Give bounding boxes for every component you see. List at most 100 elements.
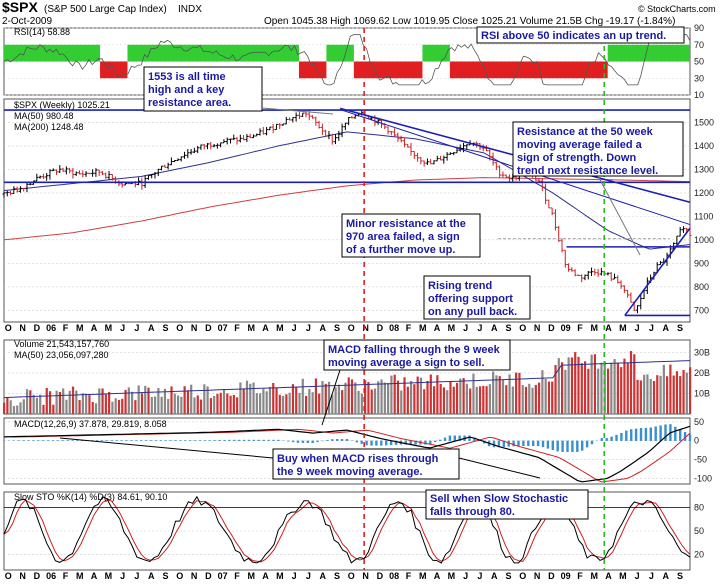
macd-histogram-bar bbox=[76, 440, 79, 441]
volume-bar bbox=[639, 380, 642, 414]
volume-bar bbox=[534, 384, 537, 414]
chart-date: 2-Oct-2009 bbox=[2, 16, 52, 27]
volume-bar bbox=[452, 386, 455, 414]
macd-histogram-bar bbox=[497, 440, 501, 448]
x-axis-label: F bbox=[577, 571, 583, 581]
macd-histogram-bar bbox=[66, 440, 69, 441]
x-axis-label: F bbox=[63, 571, 69, 581]
ma200-line bbox=[3, 177, 691, 241]
volume-bar bbox=[157, 388, 160, 414]
annotation-970-text: Minor resistance at the 970 area failed, … bbox=[346, 218, 466, 256]
annotation-macd-sell: MACD falling through the 9 week moving av… bbox=[321, 339, 511, 426]
rsi-up-band bbox=[4, 44, 101, 62]
macd-histogram-bar bbox=[100, 440, 104, 441]
volume-bar bbox=[81, 393, 84, 414]
macd-histogram-bar bbox=[507, 440, 510, 447]
volume-bar bbox=[538, 382, 541, 414]
x-axis-label: A bbox=[662, 571, 669, 581]
macd-histogram-bar bbox=[262, 439, 265, 441]
volume-bar bbox=[318, 393, 321, 414]
volume-bar bbox=[580, 363, 583, 414]
volume-bar bbox=[347, 377, 350, 414]
volume-bar bbox=[649, 379, 652, 414]
x-axis-label: S bbox=[677, 571, 683, 581]
macd-histogram-bar bbox=[512, 440, 515, 447]
macd-histogram-bar bbox=[380, 440, 383, 446]
volume-bar bbox=[360, 393, 363, 414]
volume-bar bbox=[462, 378, 465, 414]
volume-bar bbox=[35, 397, 39, 414]
volume-bar bbox=[626, 362, 629, 414]
macd-histogram-bar bbox=[56, 440, 60, 441]
volume-bar bbox=[285, 394, 288, 414]
rsi-line bbox=[3, 34, 691, 86]
volume-bar bbox=[633, 354, 636, 414]
volume-tick-label: 10B bbox=[694, 388, 710, 398]
volume-bar bbox=[564, 369, 567, 414]
x-axis-label: A bbox=[434, 323, 441, 333]
volume-tick-label: 20B bbox=[694, 368, 710, 378]
volume-bar bbox=[311, 392, 314, 414]
macd-histogram-bar bbox=[370, 440, 373, 446]
macd-histogram-bar bbox=[492, 440, 496, 448]
volume-bar bbox=[229, 395, 232, 414]
macd-histogram-bar bbox=[340, 438, 344, 441]
volume-bar bbox=[291, 384, 295, 414]
macd-histogram-bar bbox=[649, 427, 652, 441]
volume-bar bbox=[295, 386, 298, 414]
ma200-legend: MA(200) 1248.48 bbox=[14, 122, 84, 132]
macd-histogram-bar bbox=[42, 440, 45, 441]
x-axis-label: J bbox=[477, 323, 482, 333]
volume-bar bbox=[344, 382, 347, 414]
volume-bar bbox=[646, 374, 649, 414]
macd-histogram-bar bbox=[120, 440, 123, 441]
annotation-ma50-text: Resistance at the 50 week moving average … bbox=[517, 126, 658, 177]
x-axis-label: A bbox=[262, 323, 269, 333]
ma50-line bbox=[3, 131, 691, 250]
volume-bar bbox=[239, 382, 242, 414]
x-axis-label: O bbox=[5, 571, 12, 581]
x-axis-label: J bbox=[292, 323, 297, 333]
volume-bar bbox=[603, 361, 606, 414]
macd-histogram-bar bbox=[443, 437, 447, 441]
volume-bar bbox=[380, 379, 383, 414]
volume-bar bbox=[278, 394, 281, 414]
volume-bar bbox=[544, 379, 547, 414]
macd-tick-label: 50 bbox=[694, 417, 704, 427]
annotation-macd-buy-text: Buy when MACD rises through the 9 week mo… bbox=[277, 453, 439, 478]
macd-histogram-bar bbox=[144, 440, 148, 441]
volume-bar bbox=[3, 402, 6, 414]
macd-title: MACD(12,26,9) 37.878, 29.819, 8.058 bbox=[14, 419, 167, 429]
macd-histogram-bar bbox=[149, 440, 153, 441]
volume-bar bbox=[524, 386, 528, 414]
rsi-tick-label: 70 bbox=[694, 40, 704, 50]
macd-histogram-bar bbox=[296, 440, 300, 443]
macd-histogram-bar bbox=[252, 439, 256, 441]
volume-bar bbox=[298, 392, 301, 414]
volume-bar bbox=[331, 394, 334, 414]
volume-bar bbox=[32, 394, 35, 414]
x-axis-label: F bbox=[234, 571, 240, 581]
volume-ma-line bbox=[3, 360, 691, 399]
macd-histogram-bar bbox=[203, 440, 207, 441]
rsi-down-band bbox=[449, 61, 608, 79]
macd-histogram-bar bbox=[527, 440, 530, 447]
x-axis-label: J bbox=[463, 571, 468, 581]
volume-bar bbox=[423, 389, 426, 414]
volume-bar bbox=[236, 397, 239, 414]
macd-histogram-bar bbox=[125, 440, 128, 441]
price-tick-label: 1200 bbox=[694, 188, 714, 198]
volume-bar bbox=[22, 399, 25, 414]
volume-bar bbox=[469, 388, 472, 414]
macd-histogram-bar bbox=[610, 436, 613, 441]
x-axis-label: A bbox=[491, 571, 498, 581]
volume-ma-legend: MA(50) 23,056,097,280 bbox=[14, 350, 109, 360]
x-axis-label: A bbox=[91, 323, 98, 333]
volume-bar bbox=[629, 351, 633, 414]
macd-frame bbox=[3, 417, 691, 485]
macd-histogram-bar bbox=[345, 438, 349, 441]
volume-bar bbox=[19, 402, 22, 414]
volume-bar bbox=[459, 378, 462, 414]
macd-histogram-bar bbox=[639, 428, 643, 441]
macd-histogram-bar bbox=[458, 435, 461, 441]
